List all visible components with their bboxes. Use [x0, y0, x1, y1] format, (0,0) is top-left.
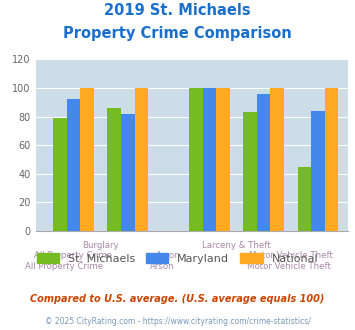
Text: Property Crime Comparison: Property Crime Comparison: [63, 26, 292, 41]
Bar: [53, 118, 67, 231]
Text: Arson: Arson: [150, 262, 174, 271]
Bar: [297, 167, 311, 231]
Text: All Property Crime: All Property Crime: [34, 251, 113, 260]
Bar: [216, 88, 230, 231]
Text: All Property Crime: All Property Crime: [24, 262, 103, 271]
Bar: [121, 114, 135, 231]
Bar: [271, 88, 284, 231]
Bar: [311, 111, 325, 231]
Bar: [108, 108, 121, 231]
Text: Motor Vehicle Theft: Motor Vehicle Theft: [249, 251, 333, 260]
Text: Motor Vehicle Theft: Motor Vehicle Theft: [247, 262, 331, 271]
Bar: [257, 94, 271, 231]
Text: Arson: Arson: [156, 251, 181, 260]
Text: Burglary: Burglary: [82, 241, 119, 250]
Bar: [203, 88, 216, 231]
Bar: [243, 112, 257, 231]
Bar: [135, 88, 148, 231]
Bar: [67, 99, 80, 231]
Text: Compared to U.S. average. (U.S. average equals 100): Compared to U.S. average. (U.S. average …: [30, 294, 325, 304]
Text: Larceny & Theft: Larceny & Theft: [202, 241, 271, 250]
Text: 2019 St. Michaels: 2019 St. Michaels: [104, 3, 251, 18]
Bar: [189, 88, 203, 231]
Bar: [80, 88, 94, 231]
Text: © 2025 CityRating.com - https://www.cityrating.com/crime-statistics/: © 2025 CityRating.com - https://www.city…: [45, 317, 310, 326]
Bar: [325, 88, 338, 231]
Legend: St. Michaels, Maryland, National: St. Michaels, Maryland, National: [32, 249, 323, 268]
